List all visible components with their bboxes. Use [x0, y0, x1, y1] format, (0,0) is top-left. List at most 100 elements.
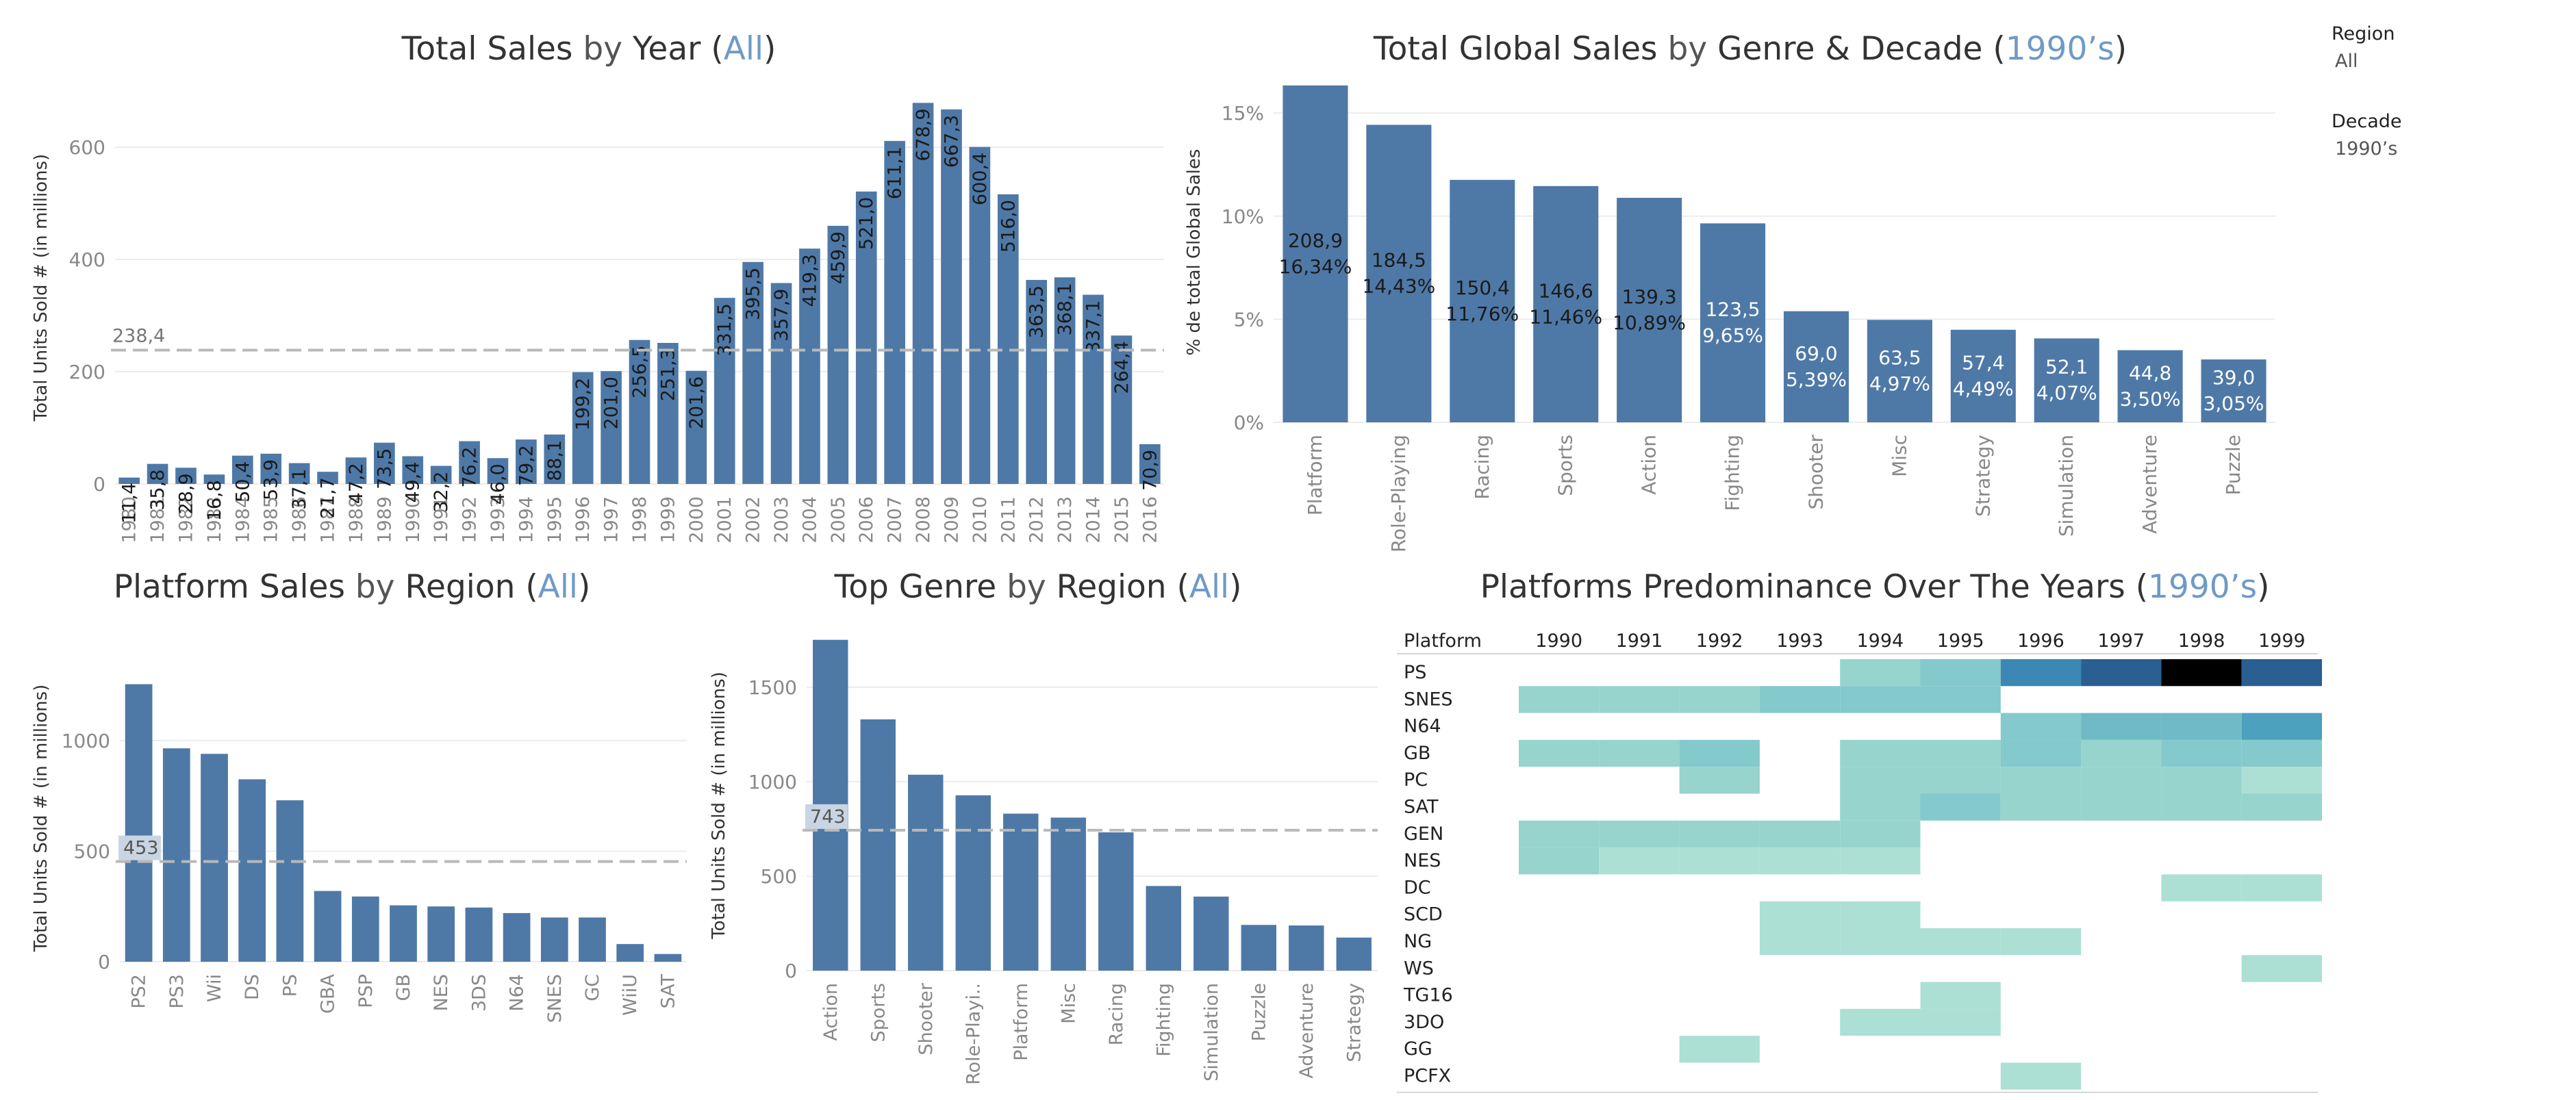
- heatmap-cell: [1759, 820, 1841, 848]
- title-selection[interactable]: 1990’s: [2148, 568, 2258, 606]
- heatmap-cell: [1920, 1008, 2001, 1036]
- heatmap-row-label: NG: [1404, 931, 1432, 952]
- x-tick-label: 1987: [318, 496, 339, 543]
- bar: [1366, 125, 1432, 423]
- bar: [2117, 350, 2183, 422]
- x-tick-label: PSP: [355, 974, 377, 1008]
- x-tick-label: Shooter: [916, 982, 937, 1055]
- heatmap-cell: [1840, 928, 1921, 956]
- x-tick-label: 1992: [459, 496, 481, 543]
- bar: [201, 754, 228, 962]
- heatmap-row-label: TG16: [1403, 985, 1453, 1006]
- bar: [1146, 886, 1181, 971]
- reference-label: 453: [123, 838, 159, 859]
- x-tick-label: WiiU: [620, 974, 641, 1016]
- x-tick-label: GB: [393, 974, 414, 1001]
- x-tick-label: 2002: [743, 496, 764, 543]
- heatmap-cell: [2081, 739, 2162, 767]
- x-tick-label: N64: [507, 974, 528, 1012]
- title-connector: &: [1815, 30, 1860, 68]
- bar: [860, 719, 896, 971]
- bar: [1336, 937, 1372, 971]
- bar: [579, 917, 606, 962]
- bar-value-label: 35,8: [147, 470, 168, 511]
- title-selection[interactable]: All: [1189, 568, 1230, 606]
- title-connector: by: [572, 30, 633, 68]
- heatmap-cell: [2161, 713, 2242, 740]
- title-selection[interactable]: All: [538, 568, 578, 606]
- x-tick-label: 1988: [346, 496, 367, 543]
- heatmap-row-label: PCFX: [1404, 1066, 1451, 1087]
- x-tick-label: 1991: [431, 496, 452, 543]
- platform_region-chart: 0 500 1000 Total Units Sold # (in millions)…: [31, 684, 687, 1023]
- bar-value-label: 516,0: [998, 200, 1019, 253]
- x-tick-label: 1986: [289, 496, 310, 543]
- title-paren: ): [577, 568, 591, 606]
- x-tick-label: Action: [820, 983, 842, 1041]
- heatmap-cell: [1679, 847, 1760, 875]
- x-tick-label: 1984: [232, 496, 253, 543]
- bar: [629, 340, 651, 484]
- bar: [118, 477, 140, 484]
- bar-value-label: 337,1: [1083, 300, 1104, 353]
- bar-value-label: 63,5: [1878, 346, 1921, 369]
- heatmap-cell: [2241, 713, 2322, 740]
- heatmap-cell: [1679, 1036, 1760, 1063]
- heatmap-cell: [1759, 686, 1841, 713]
- bar-value-label: 363,5: [1026, 285, 1048, 338]
- region-filter-value[interactable]: All: [2335, 51, 2358, 72]
- bar: [884, 140, 905, 484]
- bar: [374, 442, 395, 484]
- title-selection[interactable]: All: [723, 30, 764, 68]
- title-main: Genre: [1717, 30, 1815, 68]
- bar-value-label: 21,7: [318, 477, 339, 518]
- y-tick-label: 0%: [1234, 411, 1264, 434]
- bar: [827, 225, 849, 484]
- bar-value-label: 73,5: [374, 448, 395, 489]
- heatmap-column-label: 1996: [2017, 630, 2064, 652]
- bar-pct-label: 10,89%: [1613, 311, 1686, 334]
- heatmap-row-label: SAT: [1404, 797, 1439, 818]
- y-tick-label: 0: [93, 473, 105, 496]
- bar-pct-label: 3,05%: [2204, 392, 2264, 415]
- heatmap-row-label: NES: [1404, 850, 1441, 871]
- heatmap-column-label: 1995: [1937, 630, 1984, 652]
- bar: [912, 103, 934, 484]
- heatmap-column-label: 1993: [1776, 630, 1823, 652]
- bar-value-label: 37,1: [289, 469, 310, 510]
- bar-pct-label: 9,65%: [1702, 324, 1763, 347]
- x-tick-label: Racing: [1106, 983, 1127, 1045]
- x-tick-label: 1989: [374, 496, 395, 543]
- heatmap-cell: [1599, 847, 1680, 875]
- bar-value-label: 76,2: [459, 447, 481, 488]
- x-tick-label: PS2: [129, 974, 150, 1009]
- heatmap-row-label: WS: [1404, 958, 1434, 979]
- region-filter-label: Region: [2332, 23, 2395, 44]
- heatmap-row-label: DC: [1404, 877, 1431, 898]
- y-tick-label: 0: [98, 951, 110, 973]
- bar-value-label: 150,4: [1455, 277, 1510, 299]
- reference-label: 743: [810, 806, 846, 828]
- title-selection[interactable]: 1990’s: [2005, 30, 2114, 68]
- x-tick-label: Strategy: [1343, 983, 1365, 1062]
- heatmap-row-label: PC: [1404, 769, 1428, 791]
- decade-filter-value[interactable]: 1990’s: [2335, 138, 2398, 159]
- heatmap-cell: [1599, 820, 1680, 848]
- y-tick-label: 500: [761, 865, 797, 888]
- heatmap-cell: [1759, 847, 1841, 875]
- x-tick-label: Role-Playi..: [963, 983, 984, 1085]
- title-main: Platforms Predominance Over The Years: [1480, 568, 2125, 606]
- heatmap-cell: [2161, 659, 2242, 687]
- heatmap-cell: [2081, 713, 2162, 740]
- title-connector: by: [1657, 30, 1718, 68]
- heatmap-cell: [1920, 739, 2001, 767]
- heatmap-column-label: 1990: [1535, 630, 1582, 652]
- heatmap-row-label: GG: [1404, 1038, 1432, 1060]
- y-tick-label: 0: [785, 960, 797, 982]
- x-tick-label: SNES: [544, 974, 566, 1023]
- bar-pct-label: 5,39%: [1786, 368, 1847, 391]
- heatmap-cell: [1840, 820, 1921, 848]
- bar: [402, 456, 424, 484]
- x-tick-label: 2000: [686, 496, 707, 543]
- heatmap-cell: [1519, 686, 1600, 713]
